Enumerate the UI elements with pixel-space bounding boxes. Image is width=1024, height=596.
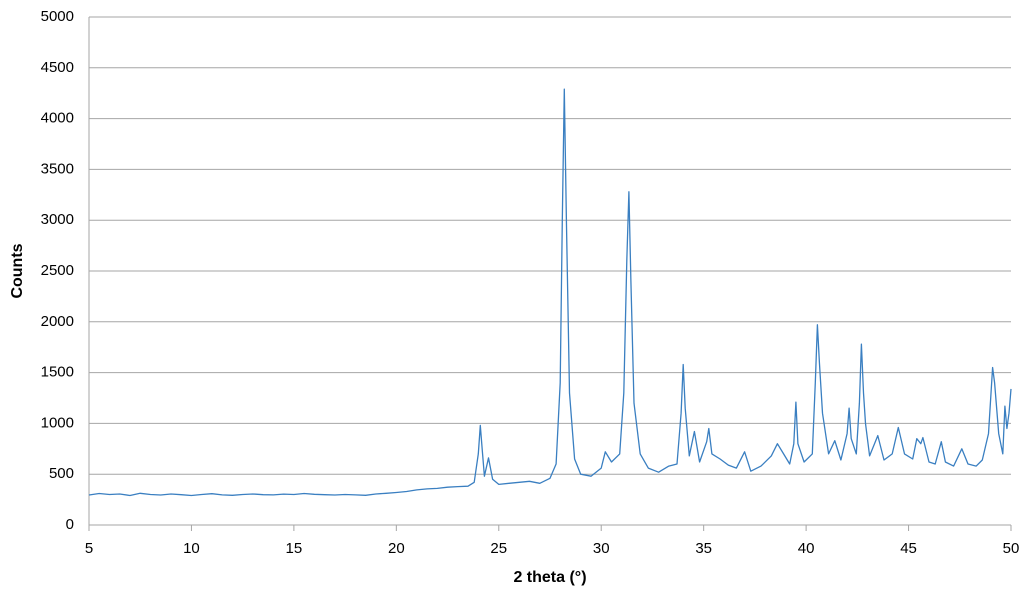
- x-axis-title: 2 theta (°): [513, 569, 586, 586]
- x-tick-label: 45: [900, 540, 917, 557]
- x-tick-label: 30: [593, 540, 610, 557]
- x-tick-label: 15: [286, 540, 303, 557]
- y-tick-label: 3000: [41, 211, 74, 228]
- x-tick-label: 10: [183, 540, 200, 557]
- x-tick-label: 50: [1003, 540, 1020, 557]
- y-tick-label: 4500: [41, 59, 74, 76]
- y-tick-label: 3500: [41, 160, 74, 177]
- y-tick-label: 500: [49, 465, 74, 482]
- data-line: [88, 88, 1012, 497]
- x-tick-label: 25: [490, 540, 507, 557]
- x-tick-label: 35: [695, 540, 712, 557]
- x-tick-label: 40: [798, 540, 815, 557]
- y-tick-label: 5000: [41, 8, 74, 25]
- y-tick-label: 2000: [41, 313, 74, 330]
- y-tick-label: 1000: [41, 414, 74, 431]
- y-tick-label: 0: [66, 516, 74, 533]
- y-tick-label: 2500: [41, 262, 74, 279]
- y-axis-title: Counts: [9, 243, 26, 298]
- y-tick-label: 4000: [41, 110, 74, 127]
- x-tick-label: 5: [85, 540, 93, 557]
- y-tick-label: 1500: [41, 364, 74, 381]
- x-tick-label: 20: [388, 540, 405, 557]
